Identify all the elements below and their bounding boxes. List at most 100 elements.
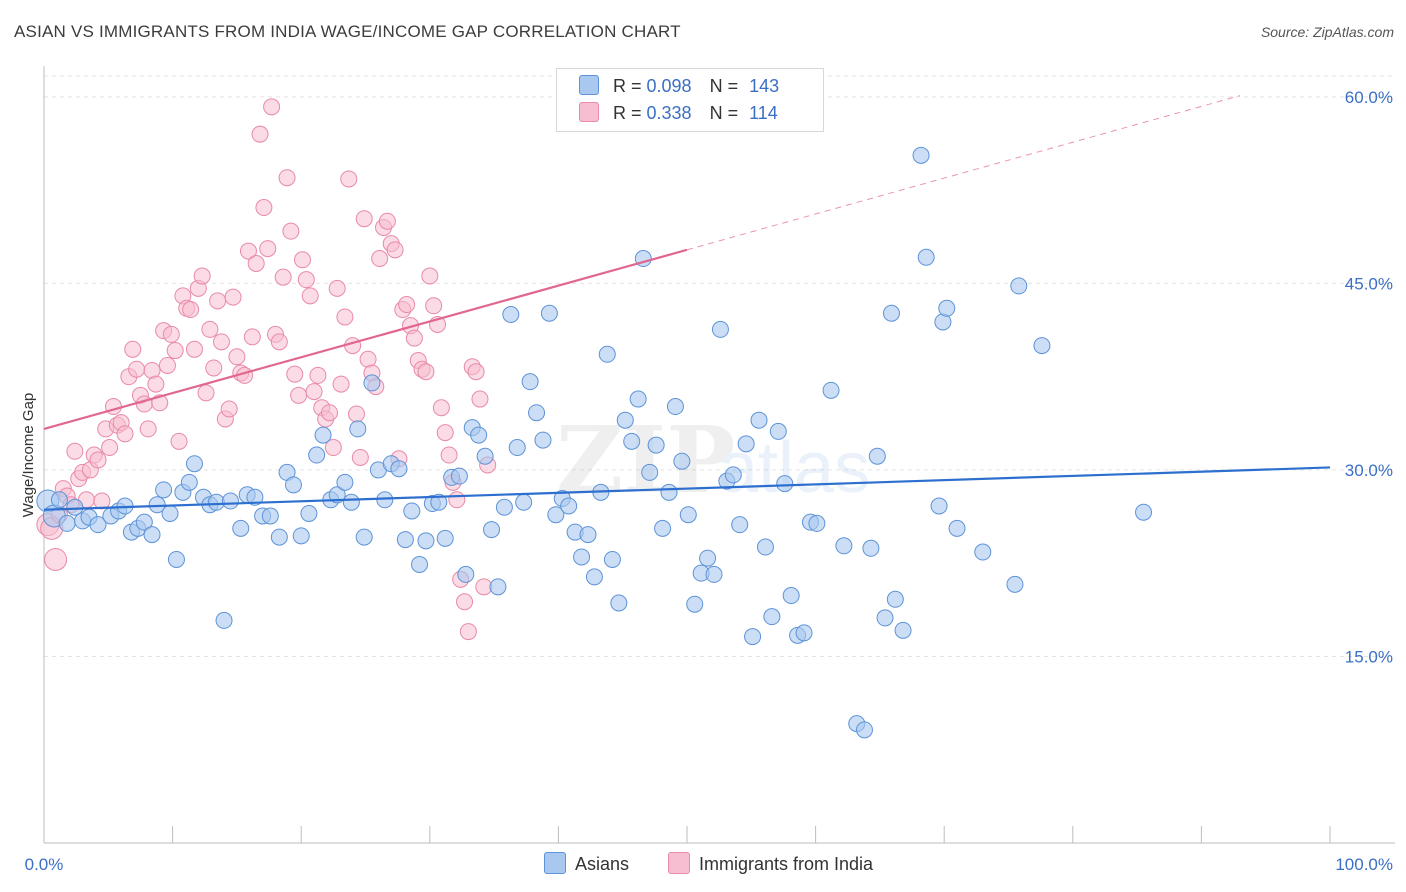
series-asians-points [36, 146, 1153, 739]
india-point [270, 333, 288, 351]
asians-point [508, 439, 526, 457]
legend-item-india[interactable]: Immigrants from India [668, 852, 873, 875]
asians-point [270, 528, 288, 546]
asians-point [744, 628, 762, 646]
asians-point [660, 483, 678, 501]
legend-row-india: R = 0.338 N = 114 [579, 102, 778, 126]
asians-point [673, 452, 691, 470]
swatch-pink [668, 852, 690, 874]
asians-point [974, 543, 992, 561]
india-point [124, 340, 142, 358]
india-point [116, 425, 134, 443]
india-point [336, 308, 354, 326]
asians-point [143, 526, 161, 544]
y-tick-label: 30.0% [1345, 461, 1393, 480]
asians-point [948, 519, 966, 537]
asians-point [647, 436, 665, 454]
india-point [405, 329, 423, 347]
source-label: Source: ZipAtlas.com [1260, 24, 1394, 40]
asians-point [185, 455, 203, 473]
india-point [239, 242, 257, 260]
india-point [456, 593, 474, 611]
asians-point [756, 538, 774, 556]
asians-point [470, 426, 488, 444]
india-point [448, 491, 466, 509]
india-point [182, 301, 200, 319]
legend-row-asians: R = 0.098 N = 143 [579, 75, 779, 99]
asians-point [1135, 503, 1153, 521]
india-point [44, 547, 68, 571]
india-point [66, 442, 84, 460]
asians-point [699, 549, 717, 567]
asians-point [763, 608, 781, 626]
asians-point [292, 527, 310, 545]
asians-point [547, 506, 565, 524]
asians-point [876, 609, 894, 627]
asians-point [89, 516, 107, 534]
india-point [440, 446, 458, 464]
asians-point [161, 504, 179, 522]
india-point [212, 333, 230, 351]
india-point [162, 325, 180, 343]
india-point [209, 292, 227, 310]
asians-point [560, 497, 578, 515]
india-point [228, 348, 246, 366]
r-label: R = [613, 76, 647, 96]
asians-point [411, 555, 429, 573]
india-point [297, 271, 315, 289]
asians-point [314, 426, 332, 444]
india-point [351, 449, 369, 466]
india-point [278, 169, 296, 187]
asians-point [436, 529, 454, 547]
asians-point [167, 550, 185, 568]
asians-point [623, 432, 641, 450]
asians-point [705, 565, 723, 583]
india-trend-line [43, 248, 688, 430]
asians-point [246, 488, 264, 506]
asians-point [342, 493, 360, 511]
asians-point [328, 486, 346, 504]
india-point [320, 404, 338, 422]
asians-point [450, 467, 468, 485]
asians-point [50, 491, 68, 509]
india-point [158, 356, 176, 374]
asians-point [912, 146, 930, 164]
asians-point [917, 248, 935, 266]
swatch-pink [579, 102, 599, 122]
asians-point [616, 411, 634, 429]
india-point [139, 420, 157, 438]
chart-title: ASIAN VS IMMIGRANTS FROM INDIA WAGE/INCO… [14, 22, 681, 41]
asians-point [930, 497, 948, 515]
legend-item-asians[interactable]: Asians [544, 852, 629, 875]
y-tick-label: 60.0% [1345, 88, 1393, 107]
asians-point [221, 492, 239, 510]
n-value: 143 [749, 76, 780, 96]
india-point [371, 250, 389, 268]
asians-point [215, 611, 233, 629]
india-point [170, 432, 188, 450]
swatch-blue [544, 852, 566, 874]
asians-point [882, 304, 900, 322]
india-point [309, 366, 327, 384]
asians-point [666, 398, 684, 416]
india-point [432, 399, 450, 417]
asians-point [750, 411, 768, 429]
asians-point [795, 624, 813, 642]
asians-point [58, 514, 76, 532]
asians-point [629, 390, 647, 408]
india-point [263, 98, 281, 116]
asians-point [782, 587, 800, 605]
asians-point [403, 502, 421, 520]
asians-point [579, 526, 597, 544]
stats-legend: R = 0.098 N = 143 R = 0.338 N = 114 [556, 68, 824, 132]
india-point [147, 375, 165, 393]
asians-point [363, 374, 381, 392]
asians-point [502, 305, 520, 323]
india-point [93, 492, 111, 510]
india-point [328, 279, 346, 297]
india-point [282, 222, 300, 240]
asians-point [776, 475, 794, 493]
india-point [305, 383, 323, 401]
asians-point [521, 373, 539, 391]
